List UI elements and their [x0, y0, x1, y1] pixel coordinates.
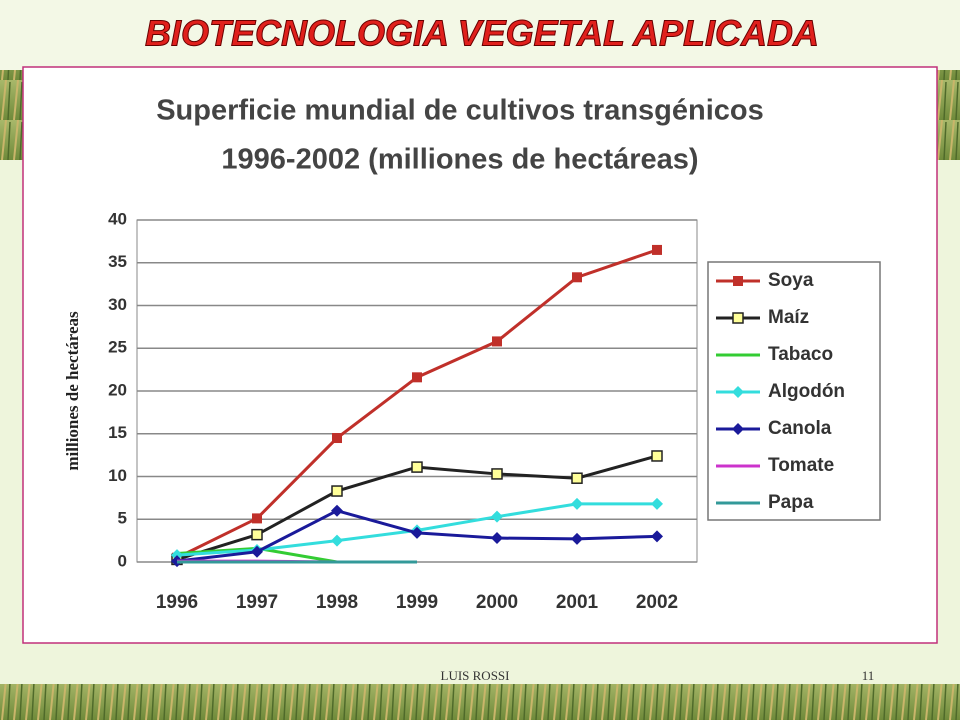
grass-band-bottom [0, 684, 960, 720]
y-tick-label: 20 [108, 380, 127, 399]
x-tick-label: 2000 [476, 592, 518, 613]
y-tick-label: 40 [108, 209, 127, 228]
y-tick-label: 15 [108, 423, 127, 442]
x-tick-label: 2002 [636, 592, 678, 613]
footer-page: 11 [862, 668, 875, 683]
point [571, 472, 583, 484]
point [251, 545, 263, 558]
legend-label: Soya [768, 270, 814, 291]
point [332, 433, 342, 444]
point [411, 461, 423, 473]
point [651, 530, 663, 543]
point [652, 244, 662, 255]
y-tick-label: 25 [108, 338, 127, 357]
legend-label: Maíz [768, 307, 809, 328]
x-tick-label: 2001 [556, 592, 599, 613]
y-tick-label: 5 [118, 509, 127, 528]
x-tick-label: 1997 [236, 592, 278, 613]
legend-label: Canola [768, 418, 832, 439]
x-tick-label: 1998 [316, 592, 358, 613]
slide-title: BIOTECNOLOGIA VEGETAL APLICADA [145, 13, 819, 54]
chart-subtitle: 1996-2002 (milliones de hectáreas) [221, 144, 698, 176]
point [412, 372, 422, 383]
point [331, 534, 343, 547]
legend-marker [733, 276, 743, 286]
point [331, 504, 343, 517]
point [571, 532, 583, 545]
point [572, 272, 582, 283]
legend-marker [732, 312, 744, 324]
y-tick-label: 0 [118, 551, 127, 570]
legend-label: Papa [768, 492, 814, 513]
legend-marker [732, 386, 744, 398]
x-tick-label: 1996 [156, 592, 198, 613]
point [252, 513, 262, 524]
y-axis-label: milliones de hectáreas [63, 311, 82, 471]
legend-marker [732, 423, 744, 435]
point [571, 497, 583, 510]
legend-label: Tabaco [768, 344, 833, 365]
chart-title: Superficie mundial de cultivos transgéni… [156, 95, 764, 127]
footer-author: LUIS ROSSI [441, 668, 510, 683]
x-tick-label: 1999 [396, 592, 438, 613]
point [251, 528, 263, 541]
y-tick-label: 10 [108, 466, 127, 485]
title-band [0, 0, 960, 70]
y-tick-label: 35 [108, 252, 127, 271]
point [651, 450, 663, 462]
point [331, 485, 343, 497]
point [491, 532, 503, 545]
point [491, 510, 503, 523]
point [651, 497, 663, 510]
legend-label: Tomate [768, 455, 834, 476]
legend-label: Algodón [768, 381, 845, 402]
point [491, 468, 503, 480]
point [492, 336, 502, 347]
y-tick-label: 30 [108, 295, 127, 314]
point [411, 526, 423, 539]
